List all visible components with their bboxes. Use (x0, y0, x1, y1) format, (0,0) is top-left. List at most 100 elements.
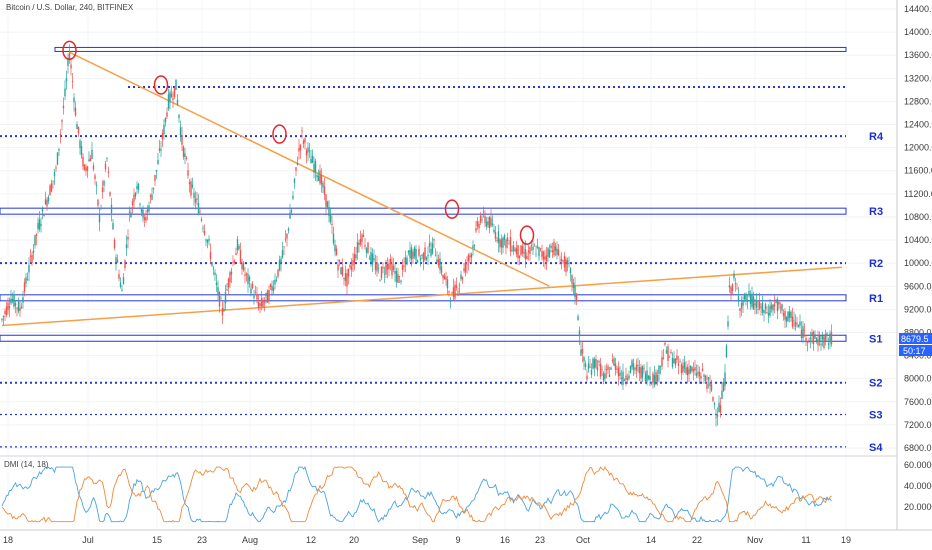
candle-body (235, 253, 237, 256)
candle-body (214, 272, 216, 275)
candle-body (83, 164, 86, 170)
candle-body (80, 146, 83, 156)
candle-body (541, 250, 543, 257)
candle-body (4, 311, 6, 314)
candle-body (503, 235, 506, 240)
candle-body (421, 254, 423, 256)
level-label-r3: R3 (869, 206, 883, 218)
candle-body (248, 276, 251, 281)
candle-body (740, 302, 743, 309)
candle-body (115, 257, 117, 262)
candle-body (419, 257, 422, 261)
candle-body (821, 335, 824, 340)
candle-body (704, 375, 707, 381)
candle-body (647, 375, 650, 379)
candle-body (40, 224, 42, 227)
candle-body (470, 253, 473, 258)
candle-body (148, 205, 150, 212)
countdown-bg (899, 345, 932, 356)
candle-body (520, 245, 522, 256)
candle-body (229, 272, 231, 283)
candle-body (583, 357, 585, 362)
candle-body (341, 267, 344, 276)
candle-body (376, 262, 378, 272)
candle-body (712, 396, 714, 401)
candle-body (694, 367, 696, 371)
candle-body (739, 308, 741, 312)
candle-body (271, 285, 273, 291)
candle-body (686, 366, 689, 376)
candle-body (658, 365, 660, 374)
candle-body (680, 363, 683, 373)
candle-body (68, 53, 71, 59)
candle-body (134, 193, 137, 197)
candle-body (602, 373, 605, 381)
candle-body (529, 246, 531, 254)
candle-body (313, 163, 315, 173)
candle-body (457, 291, 459, 292)
candle-body (638, 366, 641, 374)
time-tick-2: 15 (152, 535, 162, 545)
candle-body (683, 362, 686, 369)
candle-body (157, 160, 159, 165)
candle-body (649, 375, 651, 381)
candle-body (394, 270, 396, 274)
candle-body (656, 374, 659, 382)
candle-body (260, 298, 263, 307)
candle-body (13, 294, 15, 307)
candle-body (628, 375, 630, 379)
trendline-1 (1, 266, 843, 327)
candle-body (353, 253, 356, 264)
candle-body (478, 223, 480, 229)
candle-body (304, 138, 306, 143)
candle-body (797, 324, 800, 327)
candle-body (578, 330, 581, 337)
candle-body (661, 356, 663, 367)
candle-body (263, 301, 266, 303)
candle-body (104, 163, 107, 170)
candle-body (727, 321, 729, 327)
candle-body (485, 221, 488, 227)
candle-body (203, 230, 206, 235)
candle-body (619, 372, 621, 376)
candle-body (523, 252, 525, 254)
candle-body (382, 266, 384, 269)
candle-body (643, 368, 645, 370)
candle-body (389, 258, 392, 264)
candle-body (760, 306, 762, 308)
candle-body (164, 117, 167, 123)
candle-body (820, 343, 822, 346)
candle-body (250, 288, 252, 294)
candle-body (829, 333, 831, 343)
candle-body (472, 245, 474, 249)
candle-body (412, 251, 414, 259)
candle-body (511, 250, 513, 252)
candle-body (370, 252, 372, 263)
candle-body (239, 250, 242, 264)
candle-body (158, 148, 161, 151)
candle-body (241, 264, 243, 269)
time-tick-8: 9 (455, 535, 460, 545)
level-label-r1: R1 (869, 293, 883, 305)
candle-body (476, 221, 479, 227)
candle-body (610, 367, 612, 370)
candle-body (700, 376, 702, 379)
candle-body (550, 245, 552, 249)
candle-body (337, 264, 339, 271)
candle-body (593, 359, 596, 368)
candle-body (323, 186, 326, 195)
candle-body (766, 312, 768, 314)
price-tick-8: 11200.0 (904, 189, 932, 199)
candle-body (212, 267, 215, 269)
candle-body (62, 105, 65, 109)
candle-body (403, 265, 405, 268)
candle-body (88, 159, 90, 161)
candle-body (482, 211, 485, 213)
candle-body (728, 285, 731, 288)
candle-body (71, 81, 74, 83)
candle-body (206, 239, 209, 243)
candle-body (7, 302, 9, 311)
candle-body (521, 246, 524, 254)
candle-body (8, 306, 11, 309)
candle-body (557, 249, 560, 256)
